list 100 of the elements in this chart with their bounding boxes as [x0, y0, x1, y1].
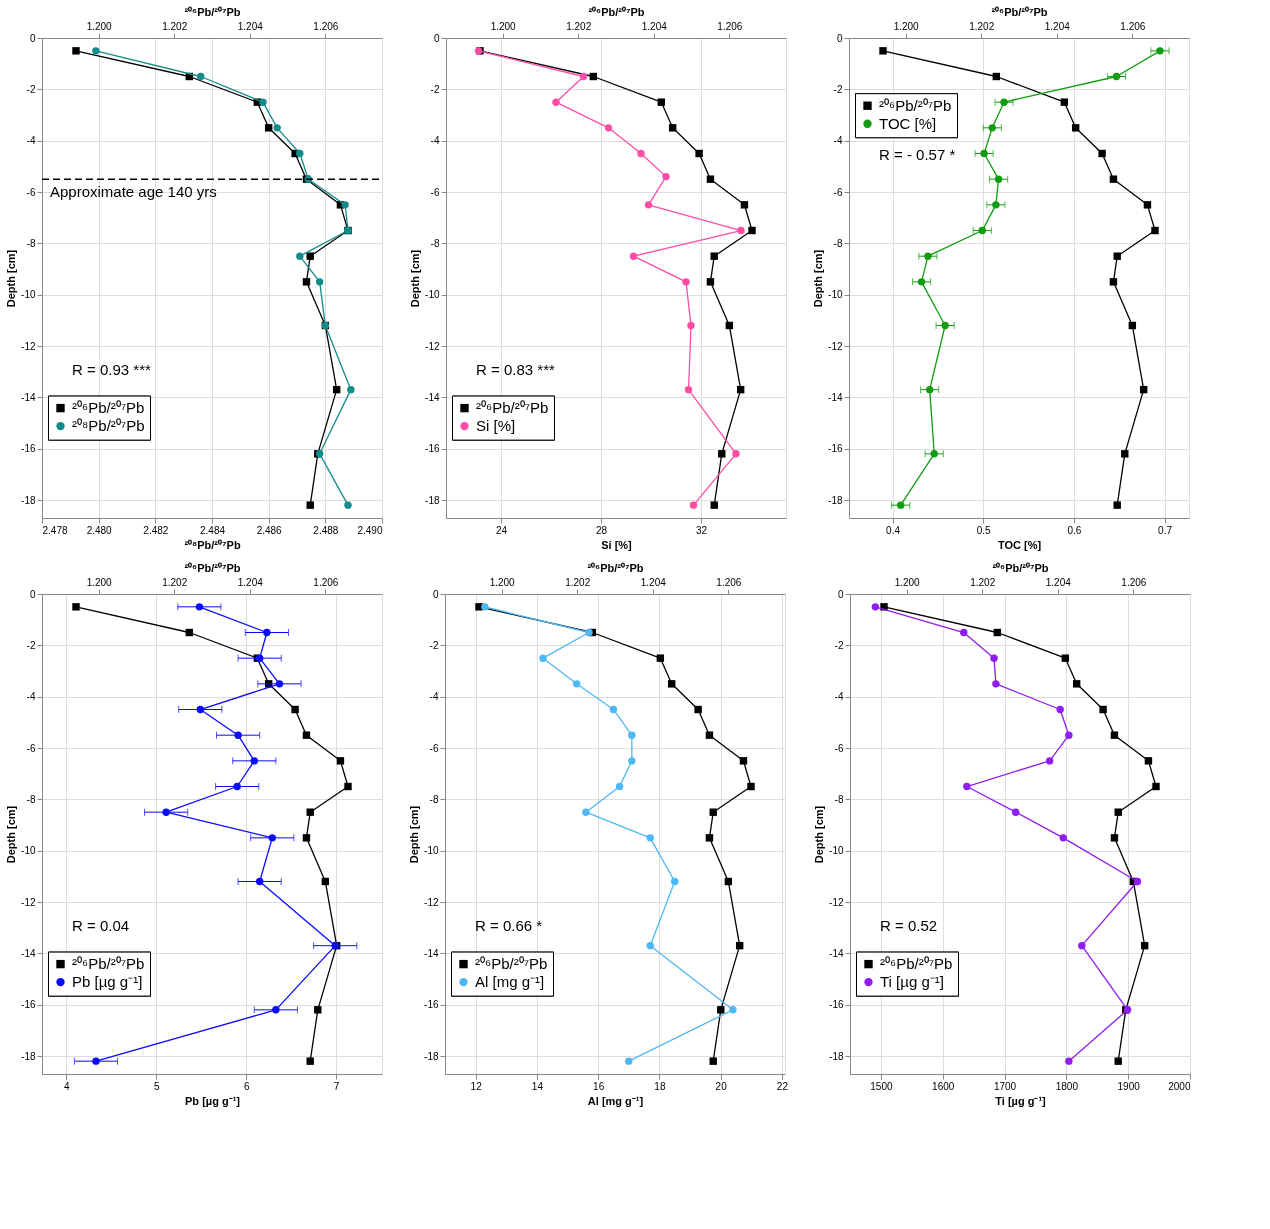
y-tick-label: 0	[837, 588, 844, 600]
y-tick-label: -4	[26, 691, 36, 703]
annotation: R = 0.83 ***	[476, 360, 555, 378]
y-tick-label: -18	[425, 494, 440, 506]
y-axis-title: Depth [cm]	[409, 249, 422, 308]
y-axis-title: Depth [cm]	[812, 249, 825, 308]
y-tick-label: 0	[29, 588, 36, 600]
legend-label: ²⁰⁶Pb/²⁰⁷Pb	[72, 399, 145, 417]
y-tick-label: -6	[26, 186, 36, 198]
legend-label: Pb [µg g⁻¹]	[72, 973, 143, 991]
y-tick-label: -2	[430, 83, 440, 95]
legend-label: ²⁰⁶Pb/²⁰⁷Pb	[475, 955, 548, 973]
x-tick-label: 2000	[1168, 1080, 1191, 1092]
x-tick-label: 2.480	[86, 524, 113, 536]
y-tick-label: -14	[21, 391, 36, 403]
x2-tick-label: 1.202	[162, 20, 188, 32]
y-tick-label: -2	[26, 83, 36, 95]
x2-tick-label: 1.206	[716, 576, 742, 588]
x2-tick-label: 1.202	[566, 20, 592, 32]
x-tick-label: 0.6	[1067, 524, 1082, 536]
y-tick-label: -12	[425, 340, 440, 352]
x-tick-label: 0.5	[976, 524, 992, 536]
y-tick-label: -16	[21, 443, 36, 455]
x2-axis-title: ²⁰⁶Pb/²⁰⁷Pb	[587, 561, 644, 574]
y-tick-label: -18	[424, 1050, 439, 1062]
y-tick-label: -18	[829, 1050, 844, 1062]
x2-axis-title: ²⁰⁶Pb/²⁰⁷Pb	[991, 5, 1048, 18]
y-axis-title: Depth [cm]	[408, 805, 421, 864]
annotation: R = 0.52	[880, 916, 938, 934]
y-tick-label: -8	[429, 793, 439, 805]
x2-tick-label: 1.204	[640, 576, 667, 588]
x-tick-label: 1700	[993, 1080, 1017, 1092]
x2-tick-label: 1.200	[489, 576, 516, 588]
x2-tick-label: 1.204	[1045, 576, 1072, 588]
y-tick-label: -14	[424, 947, 439, 959]
y-tick-label: -16	[829, 999, 844, 1011]
legend-label: ²⁰⁶Pb/²⁰⁷Pb	[476, 399, 549, 417]
y-tick-label: -2	[429, 639, 439, 651]
y-tick-label: 0	[432, 588, 439, 600]
y-tick-label: -12	[828, 340, 843, 352]
y-tick-label: -10	[828, 289, 843, 301]
legend-label: ²⁰⁸Pb/²⁰⁷Pb	[72, 417, 145, 435]
x-tick-label: 0.4	[886, 524, 901, 536]
y-tick-label: -8	[430, 237, 440, 249]
x2-axis-title: ²⁰⁶Pb/²⁰⁷Pb	[588, 5, 645, 18]
x-axis-title: Ti [µg g⁻¹]	[995, 1094, 1047, 1107]
y-tick-label: -10	[21, 845, 36, 857]
y-tick-label: -14	[425, 391, 440, 403]
y-tick-label: -6	[26, 742, 36, 754]
x2-tick-label: 1.204	[237, 576, 264, 588]
y-tick-label: -10	[425, 289, 440, 301]
y-tick-label: 0	[29, 32, 36, 44]
legend-label: Al [mg g⁻¹]	[475, 973, 545, 991]
y-tick-label: -6	[429, 742, 439, 754]
x-tick-label: 2.478	[42, 524, 68, 536]
x2-tick-label: 1.200	[894, 576, 921, 588]
x2-axis-title: ²⁰⁶Pb/²⁰⁷Pb	[184, 561, 241, 574]
x2-tick-label: 1.206	[1120, 20, 1146, 32]
y-tick-label: -16	[425, 443, 440, 455]
x-tick-label: 12	[470, 1080, 483, 1092]
x-axis-title: ²⁰⁸Pb/²⁰⁷Pb	[184, 538, 241, 551]
y-axis-title: Depth [cm]	[5, 805, 18, 864]
x2-tick-label: 1.200	[893, 20, 920, 32]
x2-axis-title: ²⁰⁶Pb/²⁰⁷Pb	[184, 5, 241, 18]
x-axis-title: Si [%]	[601, 538, 633, 551]
y-tick-label: -12	[829, 896, 844, 908]
y-tick-label: -8	[26, 237, 36, 249]
y-tick-label: -18	[828, 494, 843, 506]
legend-label: Ti [µg g⁻¹]	[880, 973, 944, 991]
y-tick-label: -6	[833, 186, 843, 198]
x-tick-label: 28	[595, 524, 608, 536]
legend-label: ²⁰⁶Pb/²⁰⁷Pb	[72, 955, 145, 973]
y-tick-label: -18	[21, 1050, 36, 1062]
y-tick-label: -10	[829, 845, 844, 857]
annotation: R = - 0.57 *	[879, 146, 956, 164]
x2-tick-label: 1.200	[86, 20, 113, 32]
x-tick-label: 1900	[1117, 1080, 1141, 1092]
x2-tick-label: 1.206	[1121, 576, 1147, 588]
y-tick-label: -4	[429, 691, 439, 703]
y-tick-label: -16	[424, 999, 439, 1011]
x-tick-label: 4	[64, 1080, 70, 1092]
y-tick-label: -8	[833, 237, 843, 249]
y-tick-label: -10	[424, 845, 439, 857]
x2-tick-label: 1.200	[86, 576, 113, 588]
legend-label: ²⁰⁶Pb/²⁰⁷Pb	[879, 96, 952, 114]
x-tick-label: 24	[495, 524, 508, 536]
annotation: R = 0.93 ***	[72, 360, 151, 378]
legend-label: Si [%]	[476, 417, 516, 435]
y-tick-label: -6	[430, 186, 440, 198]
x-tick-label: 14	[531, 1080, 544, 1092]
x-axis-title: Al [mg g⁻¹]	[587, 1094, 644, 1107]
x2-axis-title: ²⁰⁶Pb/²⁰⁷Pb	[992, 561, 1049, 574]
x-tick-label: 1600	[932, 1080, 955, 1092]
x-tick-label: 32	[695, 524, 708, 536]
x-tick-label: 1500	[870, 1080, 893, 1092]
x-tick-label: 2.482	[143, 524, 169, 536]
x2-tick-label: 1.206	[313, 576, 339, 588]
y-tick-label: -12	[424, 896, 439, 908]
x-tick-label: 2.488	[313, 524, 339, 536]
y-tick-label: -12	[21, 896, 36, 908]
